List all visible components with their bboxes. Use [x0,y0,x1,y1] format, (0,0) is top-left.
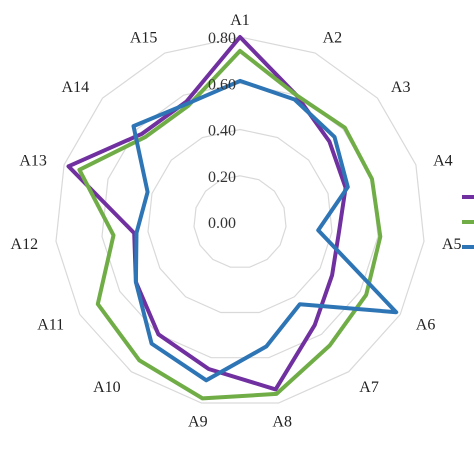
series-1-point-A1 [238,35,242,39]
series-2-point-A12 [112,233,115,237]
category-label-A3: A3 [391,79,411,96]
tick-label: 0.80 [208,30,236,47]
category-label-A14: A14 [62,79,90,96]
series-1-point-A7 [313,323,317,327]
series-3-point-A2 [293,98,297,101]
series-1-point-A6 [330,273,334,277]
series-3-point-A3 [333,135,336,139]
radial-tick-labels: 0.00 0.20 0.40 0.60 0.80 [208,30,236,232]
series-2-point-A9 [201,396,204,400]
category-label-A10: A10 [93,379,121,396]
grid-ring-2 [147,128,333,314]
series-2-point-A3 [343,126,347,130]
series-3-point-A10 [150,342,154,346]
series-3-point-A6 [394,310,398,314]
tick-label: 0.20 [208,169,236,186]
tick-label: 0.60 [208,76,236,93]
category-label-A11: A11 [37,317,64,334]
series-2-point-A10 [137,358,141,362]
series-2-point-A7 [328,344,332,347]
series-3-point-A4 [346,185,350,189]
series-3-point-A13 [146,190,150,194]
series-1-point-A3 [327,140,331,143]
series-2-point-A6 [364,293,368,297]
series-3-point-A9 [204,378,208,382]
legend [462,195,474,249]
series-line-3 [131,78,399,383]
series-2-point-A11 [96,302,100,306]
category-label-A9: A9 [188,414,208,431]
series-3-point-A7 [298,302,302,306]
series-2-point-A5 [378,235,382,239]
category-label-A4: A4 [433,152,453,169]
series-1-point-A9 [207,367,211,371]
series-3-point-A8 [264,344,268,348]
series-3-point-A14 [132,124,135,128]
category-label-A6: A6 [416,317,436,334]
series-1-point-A14 [140,132,144,136]
tick-label: 0.00 [208,215,236,232]
series-line-2 [77,48,383,401]
series-1-point-A5 [337,230,341,234]
series-3-point-A11 [134,280,138,284]
series-2-point-A14 [144,135,147,139]
grid-ring-4 [55,36,425,404]
category-label-A2: A2 [323,30,343,47]
series-2-point-A8 [275,392,278,396]
series-3-point-A5 [316,228,320,232]
series-2-point-A1 [238,49,242,53]
category-label-A8: A8 [272,414,292,431]
series-2-point-A2 [294,93,298,97]
series-line-1 [66,35,348,392]
radar-series [66,35,399,401]
category-label-A7: A7 [359,379,379,396]
category-label-A1: A1 [230,12,250,29]
series-2-point-A13 [77,168,81,172]
tick-label: 0.40 [208,123,236,140]
grid-ring-1 [193,175,287,268]
series-3-point-A12 [135,231,138,235]
series-1-point-A13 [67,164,70,168]
series-3-point-A1 [238,79,242,83]
series-2-point-A4 [370,177,374,181]
category-label-A5: A5 [442,236,462,253]
series-1-point-A8 [274,387,278,391]
category-label-A15: A15 [130,30,158,47]
category-labels: A1 A2 A3 A4 A5 A6 A7 A8 A9 A10 A11 A12 A13 A14 A15 [11,12,462,431]
series-3-point-A15 [185,102,189,106]
radar-grid [55,36,425,404]
category-label-A12: A12 [11,236,39,253]
series-1-point-A10 [156,332,160,336]
category-label-A13: A13 [19,152,47,169]
